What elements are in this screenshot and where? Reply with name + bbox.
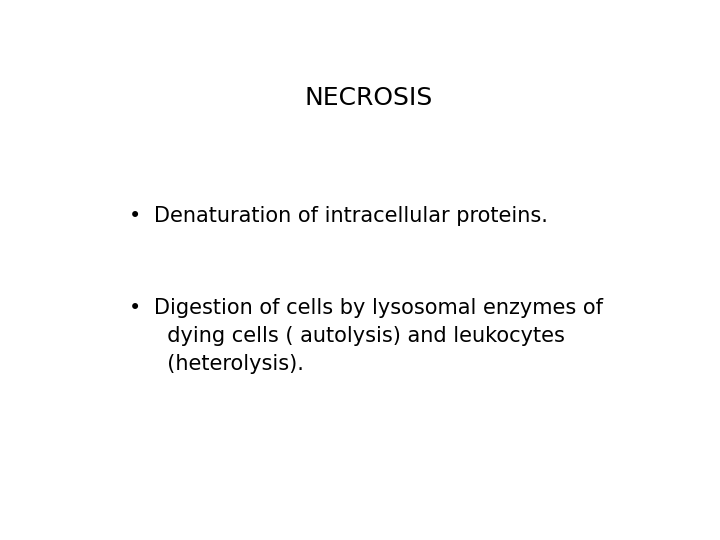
Text: Denaturation of intracellular proteins.: Denaturation of intracellular proteins. xyxy=(154,206,548,226)
Text: •: • xyxy=(129,298,141,318)
Text: •: • xyxy=(129,206,141,226)
Text: NECROSIS: NECROSIS xyxy=(305,85,433,110)
Text: Digestion of cells by lysosomal enzymes of
  dying cells ( autolysis) and leukoc: Digestion of cells by lysosomal enzymes … xyxy=(154,298,603,374)
